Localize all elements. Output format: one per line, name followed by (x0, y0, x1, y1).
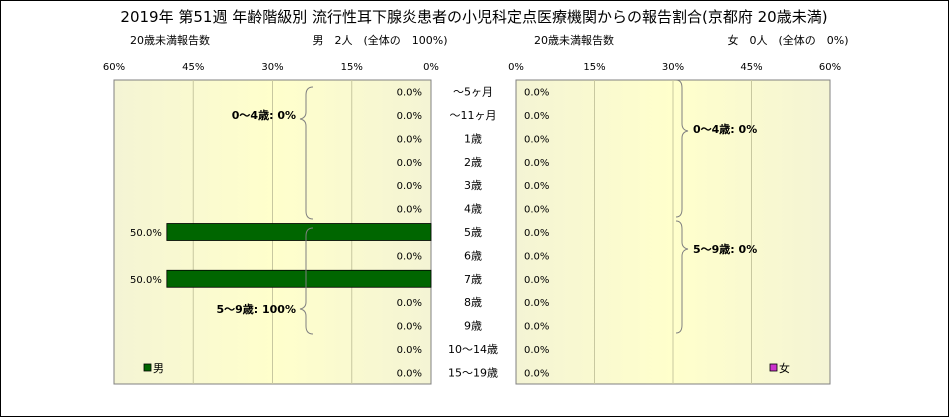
male-header: 男 2人 (全体の 100%) (312, 33, 447, 47)
male-x-tick-label: 0% (423, 62, 439, 73)
male-annotation-0-4: 0～4歳: 0% (232, 108, 296, 122)
female-header: 女 0人 (全体の 0%) (727, 33, 848, 47)
age-category-label: 2歳 (464, 156, 482, 169)
female-data-label: 0.0% (524, 368, 549, 379)
male-bar (166, 223, 432, 241)
male-x-tick-label: 60% (103, 62, 125, 73)
female-gridlines (594, 80, 752, 384)
male-brace-5-9 (299, 227, 314, 335)
female-data-label: 0.0% (524, 251, 549, 262)
female-legend-label: 女 (779, 361, 790, 375)
male-legend-label: 男 (153, 362, 164, 375)
female-annotation-5-9: 5～9歳: 0% (693, 242, 757, 256)
age-category-label: 3歳 (464, 179, 482, 192)
male-data-label: 50.0% (130, 228, 162, 239)
age-category-label: 15～19歳 (448, 366, 498, 379)
female-brace-5-9 (675, 220, 689, 334)
female-x-tick-label: 15% (583, 62, 605, 73)
female-x-tick-label: 0% (508, 62, 524, 73)
male-data-label: 0.0% (397, 205, 422, 216)
male-legend-marker (143, 363, 152, 372)
male-x-axis-ticks: 60% 45% 30% 15% 0% (103, 62, 439, 73)
female-data-label: 0.0% (524, 134, 549, 145)
female-x-axis-ticks: 0% 15% 30% 45% 60% (508, 62, 841, 73)
female-left-header: 20歳未満報告数 (534, 34, 614, 47)
female-data-label: 0.0% (524, 205, 549, 216)
male-bar (166, 269, 432, 288)
female-annotation-0-4: 0～4歳: 0% (693, 122, 757, 136)
female-data-label: 0.0% (524, 275, 549, 286)
age-category-label: 10～14歳 (448, 343, 498, 356)
male-data-label: 0.0% (397, 134, 422, 145)
age-category-label: ～5ヶ月 (453, 86, 493, 99)
female-x-tick-label: 45% (740, 62, 762, 73)
male-data-label: 0.0% (397, 345, 422, 356)
female-data-label: 0.0% (524, 228, 549, 239)
age-category-label: 8歳 (464, 296, 482, 309)
male-data-label: 0.0% (397, 298, 422, 309)
age-category-label: 6歳 (464, 249, 482, 262)
age-category-label: 9歳 (464, 320, 482, 333)
female-data-label: 0.0% (524, 345, 549, 356)
age-category-label: 4歳 (464, 203, 482, 216)
female-brace-0-4 (675, 79, 689, 218)
male-data-label: 0.0% (397, 111, 422, 122)
female-data-labels: 0.0% 0.0% 0.0% 0.0% 0.0% 0.0% 0.0% 0.0% 0.0% 0.0%… (524, 88, 549, 380)
female-data-label: 0.0% (524, 111, 549, 122)
male-data-label: 0.0% (397, 368, 422, 379)
male-data-label: 0.0% (397, 322, 422, 333)
female-x-tick-label: 60% (819, 62, 841, 73)
female-data-label: 0.0% (524, 88, 549, 99)
male-data-label: 0.0% (397, 251, 422, 262)
age-category-label: 1歳 (464, 132, 482, 145)
male-data-labels: 0.0% 0.0% 0.0% 0.0% 0.0% 0.0% 50.0% 0.0% 50.0% 0.… (130, 88, 422, 380)
male-left-header: 20歳未満報告数 (130, 34, 210, 47)
chart-title: 2019年 第51週 年齢階級別 流行性耳下腺炎患者の小児科定点医療機関からの報… (120, 8, 827, 26)
male-data-label: 0.0% (397, 158, 422, 169)
age-category-label: 5歳 (464, 226, 482, 239)
male-x-tick-label: 30% (261, 62, 283, 73)
female-legend-marker (769, 363, 778, 372)
female-data-label: 0.0% (524, 298, 549, 309)
age-category-label: 7歳 (464, 273, 482, 286)
male-x-tick-label: 45% (182, 62, 204, 73)
female-x-tick-label: 30% (662, 62, 684, 73)
male-x-tick-label: 15% (341, 62, 363, 73)
age-category-label: ～11ヶ月 (450, 109, 497, 122)
male-data-label: 0.0% (397, 181, 422, 192)
male-data-label: 0.0% (397, 88, 422, 99)
female-data-label: 0.0% (524, 322, 549, 333)
female-data-label: 0.0% (524, 158, 549, 169)
male-annotation-5-9: 5～9歳: 100% (216, 302, 296, 316)
female-data-label: 0.0% (524, 181, 549, 192)
age-category-labels: ～5ヶ月 ～11ヶ月 1歳 2歳 3歳 4歳 5歳 6歳 7歳 8歳 9歳 10～14歳 15～19歳 (448, 86, 498, 380)
male-bars (166, 223, 432, 288)
male-brace-0-4 (299, 86, 314, 220)
male-data-label: 50.0% (130, 275, 162, 286)
